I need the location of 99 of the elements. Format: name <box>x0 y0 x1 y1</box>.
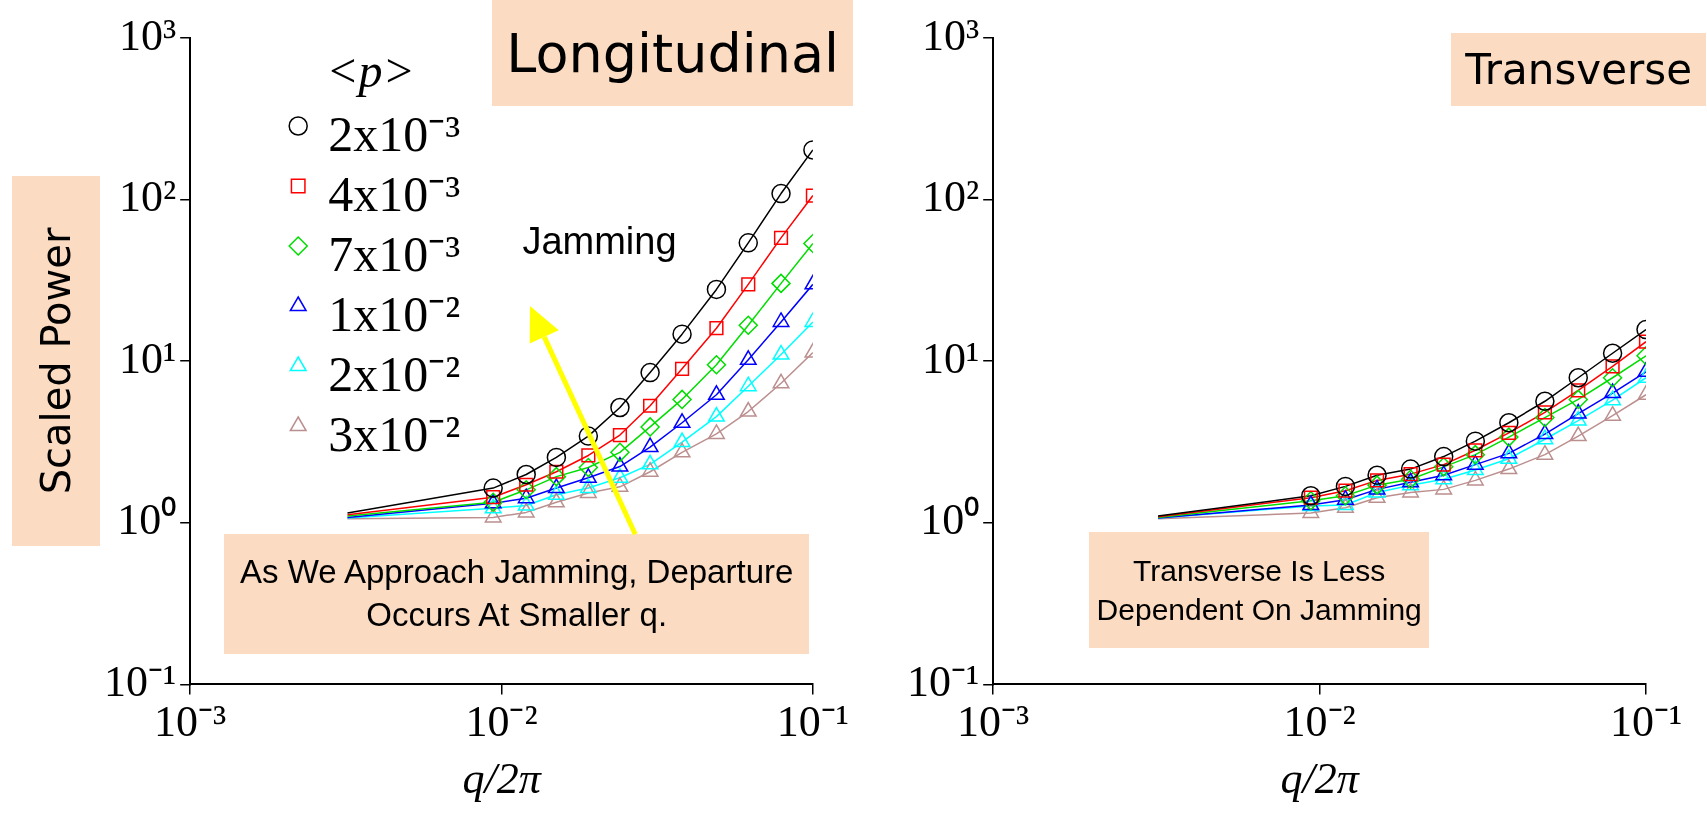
point <box>579 468 597 483</box>
point <box>771 183 791 204</box>
point <box>547 478 565 494</box>
legend-title: <p> <box>326 43 415 97</box>
point <box>1435 479 1453 495</box>
point <box>772 373 790 389</box>
point <box>1604 383 1622 399</box>
point <box>578 426 599 446</box>
x-tick-label: 10⁻² <box>1283 697 1356 747</box>
point <box>739 376 757 392</box>
point <box>706 279 727 300</box>
point <box>483 478 503 498</box>
point <box>738 315 759 335</box>
point <box>1569 410 1587 426</box>
point <box>1602 343 1623 363</box>
point <box>1535 391 1555 412</box>
point <box>579 478 597 494</box>
annotation: As We Approach Jamming, Departure Occurs At Smaller q. <box>224 533 810 654</box>
point <box>1301 490 1321 511</box>
point <box>611 456 629 472</box>
y-tick-label: 10¹ <box>118 333 177 383</box>
point <box>1569 426 1587 442</box>
point <box>1435 465 1453 481</box>
legend-label: 2x10⁻³ <box>328 106 461 163</box>
x-tick-label: 10⁻¹ <box>1609 697 1683 747</box>
point <box>517 495 535 511</box>
point <box>739 401 757 417</box>
point <box>1535 407 1555 428</box>
point <box>773 230 789 245</box>
legend-label: 1x10⁻² <box>328 286 461 343</box>
point <box>771 273 791 294</box>
y-axis-title: Scaled Power <box>33 227 80 495</box>
x-axis-title: q/2π <box>1280 754 1361 804</box>
point <box>1335 476 1356 497</box>
point <box>1368 487 1386 503</box>
chart-title: Longitudinal <box>492 0 853 106</box>
point <box>772 312 790 328</box>
point <box>579 483 597 499</box>
point <box>612 427 628 443</box>
point <box>738 233 759 253</box>
point <box>1536 444 1554 460</box>
point <box>739 350 757 366</box>
point <box>546 466 567 487</box>
point <box>1435 469 1453 485</box>
point <box>610 397 630 418</box>
x-tick-label: 10⁻² <box>465 697 538 747</box>
point <box>1433 446 1454 467</box>
point <box>707 424 725 440</box>
point <box>706 355 727 375</box>
point <box>1433 457 1454 477</box>
point <box>772 344 790 360</box>
point <box>1400 459 1421 479</box>
point <box>578 457 599 478</box>
point <box>1604 405 1622 421</box>
point <box>1402 482 1420 498</box>
point <box>1605 359 1620 374</box>
point <box>1367 465 1387 485</box>
point <box>517 502 535 518</box>
x-tick-label: 10⁻¹ <box>776 697 850 747</box>
point <box>547 485 565 501</box>
annotation: Jamming <box>522 220 677 264</box>
point <box>547 492 565 508</box>
y-tick-label: 10⁰ <box>920 495 980 545</box>
point <box>517 488 535 504</box>
y-tick-label: 10³ <box>118 10 177 60</box>
y-tick-label: 10⁰ <box>117 495 177 545</box>
point <box>1568 389 1588 410</box>
point <box>1536 424 1554 440</box>
point <box>484 498 502 514</box>
point <box>581 448 596 463</box>
legend-label: 7x10⁻³ <box>328 226 461 283</box>
legend-label: 2x10⁻² <box>328 346 461 403</box>
point <box>1568 367 1588 388</box>
point <box>516 464 536 485</box>
point <box>516 480 536 500</box>
point <box>1569 403 1587 419</box>
point <box>707 385 725 400</box>
y-tick-label: 10³ <box>921 10 980 60</box>
y-tick-label: 10¹ <box>921 333 980 383</box>
point <box>1602 367 1623 388</box>
point <box>1302 503 1320 519</box>
point <box>611 477 629 493</box>
point <box>484 507 502 523</box>
chart-title: Transverse <box>1451 33 1706 106</box>
legend-label: 4x10⁻³ <box>328 166 461 223</box>
y-tick-label: 10² <box>118 172 177 222</box>
point <box>610 442 630 463</box>
point <box>611 468 629 483</box>
x-axis-title: q/2π <box>462 754 543 804</box>
y-tick-label: 10² <box>921 172 980 222</box>
point <box>1604 390 1622 406</box>
legend-label: 3x10⁻² <box>328 406 461 463</box>
annotation: Transverse Is Less Dependent On Jamming <box>1089 532 1430 649</box>
point <box>1571 383 1586 398</box>
point <box>546 447 567 468</box>
point <box>741 277 756 292</box>
point <box>709 321 724 336</box>
point <box>707 406 725 422</box>
point <box>1536 429 1554 445</box>
